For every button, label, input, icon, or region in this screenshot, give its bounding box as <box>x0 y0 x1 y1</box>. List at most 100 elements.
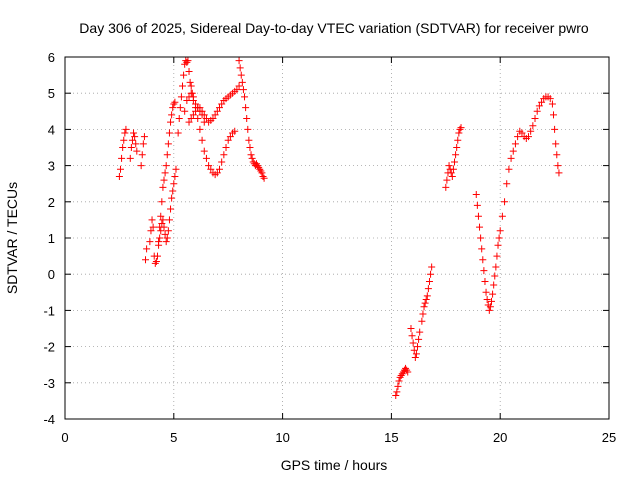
y-tick-label: 6 <box>48 50 55 65</box>
data-point-marker <box>170 180 178 188</box>
chart-title: Day 306 of 2025, Sidereal Day-to-day VTE… <box>79 20 589 36</box>
data-point-marker <box>175 115 183 123</box>
data-point-marker <box>205 162 213 170</box>
data-point-marker <box>213 107 221 115</box>
data-point-marker <box>156 223 164 231</box>
data-point-marker <box>428 263 436 271</box>
data-point-marker <box>183 58 191 66</box>
data-point-marker <box>474 212 482 220</box>
data-point-marker <box>494 241 502 249</box>
data-point-marker <box>209 115 217 123</box>
data-point-marker <box>200 147 208 155</box>
data-point-marker <box>242 104 250 112</box>
x-tick-label: 15 <box>384 430 398 445</box>
data-point-marker <box>211 111 219 119</box>
data-point-marker <box>554 162 562 170</box>
data-point-marker <box>198 136 206 144</box>
data-point-marker <box>498 212 506 220</box>
y-tick-label: -2 <box>43 340 55 355</box>
data-point-marker <box>392 391 400 399</box>
data-point-marker <box>480 267 488 275</box>
data-point-marker <box>257 167 265 175</box>
y-tick-label: 2 <box>48 195 55 210</box>
data-point-marker <box>185 118 193 126</box>
data-point-marker <box>491 272 499 280</box>
data-point-marker <box>238 78 246 86</box>
data-point-marker <box>486 303 494 311</box>
data-point-marker <box>447 169 455 177</box>
data-point-marker <box>142 256 150 264</box>
data-point-marker <box>414 343 422 351</box>
data-point-marker <box>451 158 459 166</box>
data-point-marker <box>161 169 169 177</box>
data-point-marker <box>411 353 419 361</box>
data-point-marker <box>187 89 195 97</box>
data-point-marker <box>184 57 192 65</box>
data-point-marker <box>489 290 497 298</box>
data-point-marker <box>415 335 423 343</box>
data-point-marker <box>255 163 263 171</box>
data-point-marker <box>165 129 173 137</box>
data-point-marker <box>121 129 129 137</box>
data-point-marker <box>218 100 226 108</box>
data-point-marker <box>456 125 464 133</box>
data-point-marker <box>169 104 177 112</box>
data-point-marker <box>207 165 215 173</box>
data-point-marker <box>518 129 526 137</box>
data-point-marker <box>159 183 167 191</box>
data-point-marker <box>162 238 170 246</box>
data-point-marker <box>164 227 172 235</box>
data-point-marker <box>476 223 484 231</box>
data-point-marker <box>505 165 513 173</box>
x-tick-label: 25 <box>602 430 616 445</box>
data-point-marker <box>442 183 450 191</box>
data-point-marker <box>183 96 191 104</box>
data-point-marker <box>408 332 416 340</box>
data-point-marker <box>514 133 522 141</box>
data-point-marker <box>546 95 554 103</box>
data-point-marker <box>396 373 404 381</box>
data-point-marker <box>143 245 151 253</box>
data-point-marker <box>159 216 167 224</box>
data-point-marker <box>157 227 165 235</box>
data-point-marker <box>153 252 161 260</box>
data-point-marker <box>248 154 256 162</box>
data-point-marker <box>200 118 208 126</box>
data-point-marker <box>490 281 498 289</box>
data-point-marker <box>149 223 157 231</box>
data-point-marker <box>538 98 546 106</box>
data-point-marker <box>243 115 251 123</box>
data-point-marker <box>187 115 195 123</box>
data-point-marker <box>218 158 226 166</box>
data-point-marker <box>397 372 405 380</box>
data-point-marker <box>147 227 155 235</box>
data-point-marker <box>418 317 426 325</box>
data-point-marker <box>168 194 176 202</box>
data-point-marker <box>164 140 172 148</box>
data-point-marker <box>252 160 260 168</box>
y-tick-label: 4 <box>48 122 55 137</box>
data-point-marker <box>116 165 124 173</box>
data-point-marker <box>235 82 243 90</box>
data-point-marker <box>170 100 178 108</box>
data-point-marker <box>231 127 239 135</box>
data-point-marker <box>179 82 187 90</box>
x-tick-label: 20 <box>493 430 507 445</box>
y-tick-label: -4 <box>43 412 55 427</box>
data-point-marker <box>481 277 489 285</box>
data-point-marker <box>454 136 462 144</box>
data-point-marker <box>410 346 418 354</box>
data-point-marker <box>233 86 241 94</box>
data-point-marker <box>128 136 136 144</box>
data-point-marker <box>122 125 130 133</box>
data-point-marker <box>163 234 171 242</box>
data-point-marker <box>241 93 249 101</box>
x-tick-label: 5 <box>170 430 177 445</box>
data-point-marker <box>152 258 160 266</box>
data-point-marker <box>404 368 412 376</box>
data-point-marker <box>235 57 243 65</box>
data-point-marker <box>196 125 204 133</box>
data-point-marker <box>155 238 163 246</box>
data-point-marker <box>224 136 232 144</box>
